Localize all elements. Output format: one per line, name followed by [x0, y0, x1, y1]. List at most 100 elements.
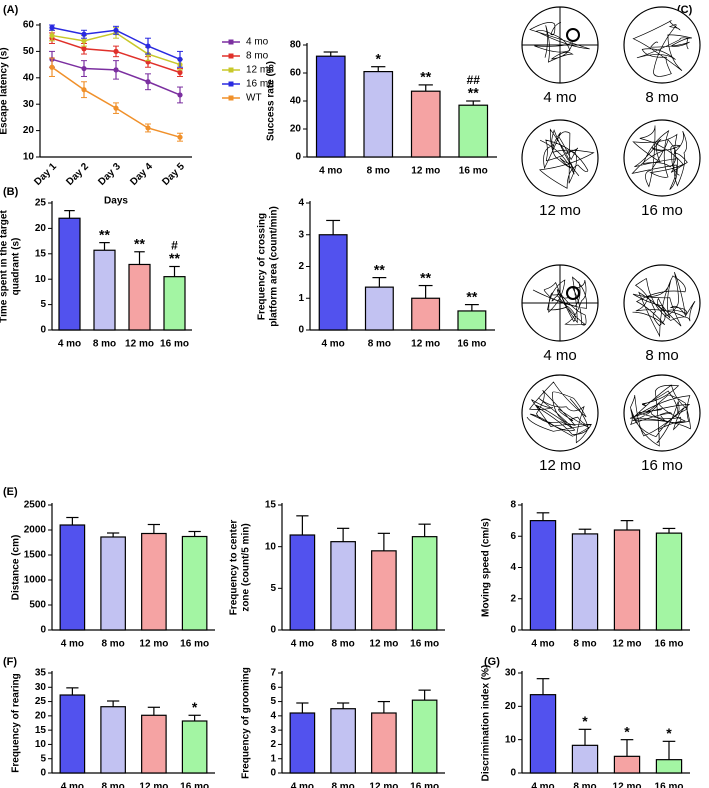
- significance: **: [99, 226, 110, 242]
- x-tick-label: 16 mo: [655, 639, 684, 650]
- significance: *: [666, 725, 672, 741]
- x-tick-label: 16 mo: [410, 639, 439, 650]
- x-tick-label: 4 mo: [531, 782, 554, 788]
- y-tick-label: 20: [290, 124, 302, 135]
- y-tick-label: 1: [298, 293, 304, 304]
- bar: [59, 524, 86, 631]
- bar: [289, 712, 316, 774]
- x-tick-label: 4 mo: [291, 639, 314, 650]
- bar: [571, 744, 599, 774]
- x-tick-label: 4 mo: [321, 339, 344, 350]
- bar: [100, 536, 126, 631]
- swim-path: [532, 276, 588, 326]
- bar: [364, 286, 394, 331]
- y-tick-label: 3: [270, 725, 276, 736]
- marker: [145, 79, 151, 85]
- track-caption: 12 mo: [539, 457, 581, 474]
- marker: [145, 125, 151, 131]
- marker: [81, 87, 87, 93]
- y-tick-label: 15: [35, 725, 47, 736]
- y-tick-label: 0: [270, 768, 276, 779]
- bar: [318, 234, 348, 331]
- bar: [181, 720, 208, 774]
- arena: [623, 6, 701, 84]
- swim-path: [526, 381, 592, 444]
- bar: [371, 550, 397, 631]
- bar: [58, 217, 81, 331]
- y-tick-label: 0: [298, 325, 304, 336]
- bar: [363, 70, 394, 158]
- swim-path: [629, 384, 691, 447]
- significance: *: [582, 713, 588, 729]
- y-tick-label: 0: [40, 325, 46, 336]
- track-caption: 16 mo: [641, 457, 683, 474]
- legend-marker: [228, 53, 234, 59]
- significance: ##: [467, 73, 481, 87]
- y-tick-label: 4: [270, 710, 276, 721]
- y-tick-label: 35: [35, 668, 47, 679]
- x-tick-label: Day 3: [96, 161, 123, 188]
- x-tick-label: 12 mo: [125, 339, 154, 350]
- x-tick-label: 12 mo: [369, 782, 398, 788]
- y-axis-label: Success rate (%): [266, 61, 277, 141]
- x-tick-label: 8 mo: [368, 339, 391, 350]
- bar: [613, 755, 641, 774]
- y-axis-label: Moving speed (cm/s): [481, 518, 492, 617]
- x-tick-label: 4 mo: [58, 339, 81, 350]
- bar: [529, 520, 557, 631]
- y-tick-label: 1500: [24, 550, 47, 561]
- arena: [623, 264, 701, 342]
- y-tick-label: 3: [298, 229, 304, 240]
- bar: [330, 708, 356, 774]
- y-axis-label: Frequency of crossing: [257, 213, 268, 320]
- x-axis-label: Days: [104, 196, 128, 207]
- significance: **: [374, 261, 385, 277]
- y-tick-label: 4: [510, 562, 516, 573]
- significance: **: [169, 250, 180, 266]
- y-tick-label: 1: [270, 753, 276, 764]
- marker: [81, 65, 87, 72]
- panel-label: (B): [3, 186, 19, 198]
- bar: [411, 297, 441, 331]
- x-tick-label: 12 mo: [369, 639, 398, 650]
- swim-path: [632, 271, 696, 338]
- y-tick-label: 20: [23, 125, 35, 136]
- bar: [128, 263, 151, 331]
- track-caption: 12 mo: [539, 202, 581, 219]
- y-tick-label: 15: [35, 248, 47, 259]
- bar: [571, 533, 599, 631]
- track-caption: 4 mo: [543, 89, 576, 106]
- bar: [181, 535, 208, 631]
- y-tick-label: 40: [23, 72, 35, 83]
- x-tick-label: 12 mo: [139, 639, 168, 650]
- swim-path: [539, 128, 595, 189]
- legend-marker: [228, 81, 234, 87]
- y-tick-label: 20: [35, 223, 47, 234]
- panel-label: (A): [3, 4, 19, 16]
- marker: [81, 31, 87, 37]
- y-tick-label: 20: [505, 701, 517, 712]
- x-tick-label: 16 mo: [410, 782, 439, 788]
- bar: [141, 532, 167, 631]
- y-tick-label: 5: [40, 299, 46, 310]
- x-tick-label: 12 mo: [613, 782, 642, 788]
- bar: [410, 90, 441, 158]
- y-tick-label: 2500: [24, 500, 47, 511]
- significance: **: [420, 269, 431, 285]
- bar: [100, 706, 126, 774]
- bar: [315, 55, 346, 158]
- marker: [177, 69, 183, 76]
- panel-label: (G): [484, 656, 500, 668]
- legend-marker: [228, 95, 234, 101]
- y-tick-label: 0: [510, 768, 516, 779]
- y-tick-label: 80: [290, 40, 302, 51]
- x-tick-label: 16 mo: [160, 339, 189, 350]
- y-tick-label: 15: [265, 500, 277, 511]
- y-tick-label: 5: [270, 696, 276, 707]
- bar: [411, 536, 438, 631]
- marker: [113, 27, 119, 33]
- swim-path: [529, 21, 590, 63]
- platform: [566, 28, 580, 42]
- y-tick-label: 0: [40, 625, 46, 636]
- marker: [113, 48, 119, 55]
